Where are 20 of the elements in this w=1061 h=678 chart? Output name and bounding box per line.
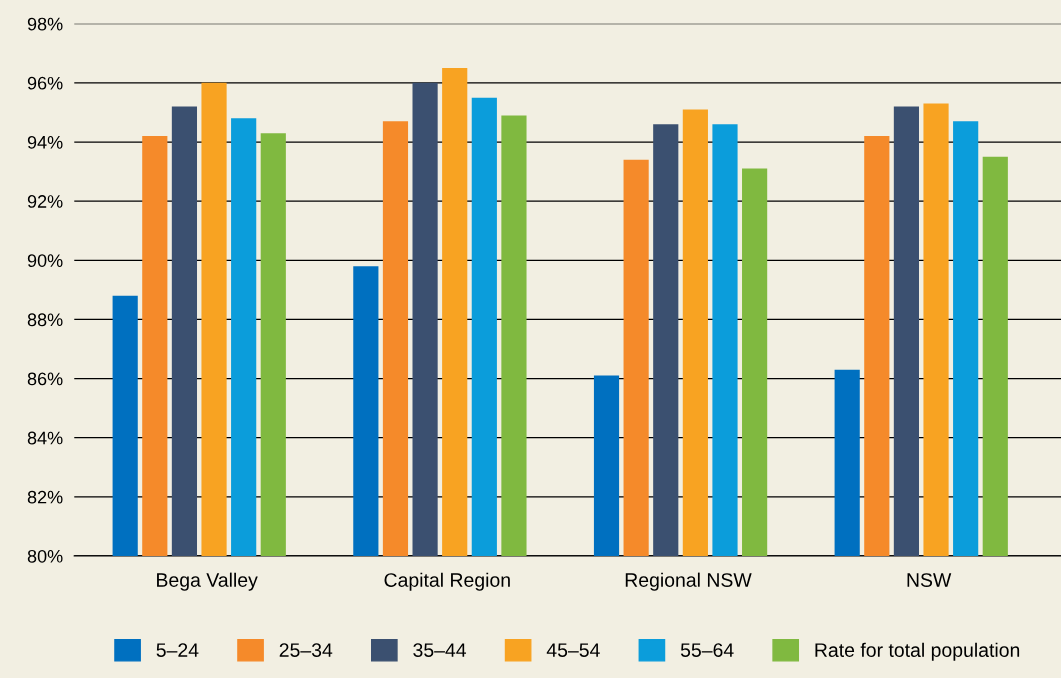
y-tick-label: 86% <box>27 372 63 386</box>
y-tick-label: 84% <box>27 431 63 445</box>
y-tick-label: 94% <box>27 135 63 149</box>
legend-label: 25–34 <box>279 643 333 657</box>
y-tick-label: 98% <box>27 17 63 31</box>
x-tick-label: Bega Valley <box>157 572 258 591</box>
y-tick-label: 90% <box>27 254 63 267</box>
y-tick-label: 96% <box>27 76 63 90</box>
legend-label: 5–24 <box>156 643 199 657</box>
y-tick-label: 82% <box>27 490 63 504</box>
y-tick-label: 80% <box>27 549 63 563</box>
x-tick-label: Regional NSW <box>625 572 752 591</box>
legend-label: 35–44 <box>413 643 467 657</box>
legend-label: 45–54 <box>546 643 600 657</box>
x-tick-label: Capital Region <box>384 572 510 591</box>
y-tick-label: 92% <box>27 195 63 208</box>
y-tick-label: 88% <box>27 313 63 327</box>
legend-label: 55–64 <box>680 643 734 657</box>
x-tick-label: NSW <box>907 573 952 587</box>
legend-label: Rate for total population <box>815 642 1020 661</box>
